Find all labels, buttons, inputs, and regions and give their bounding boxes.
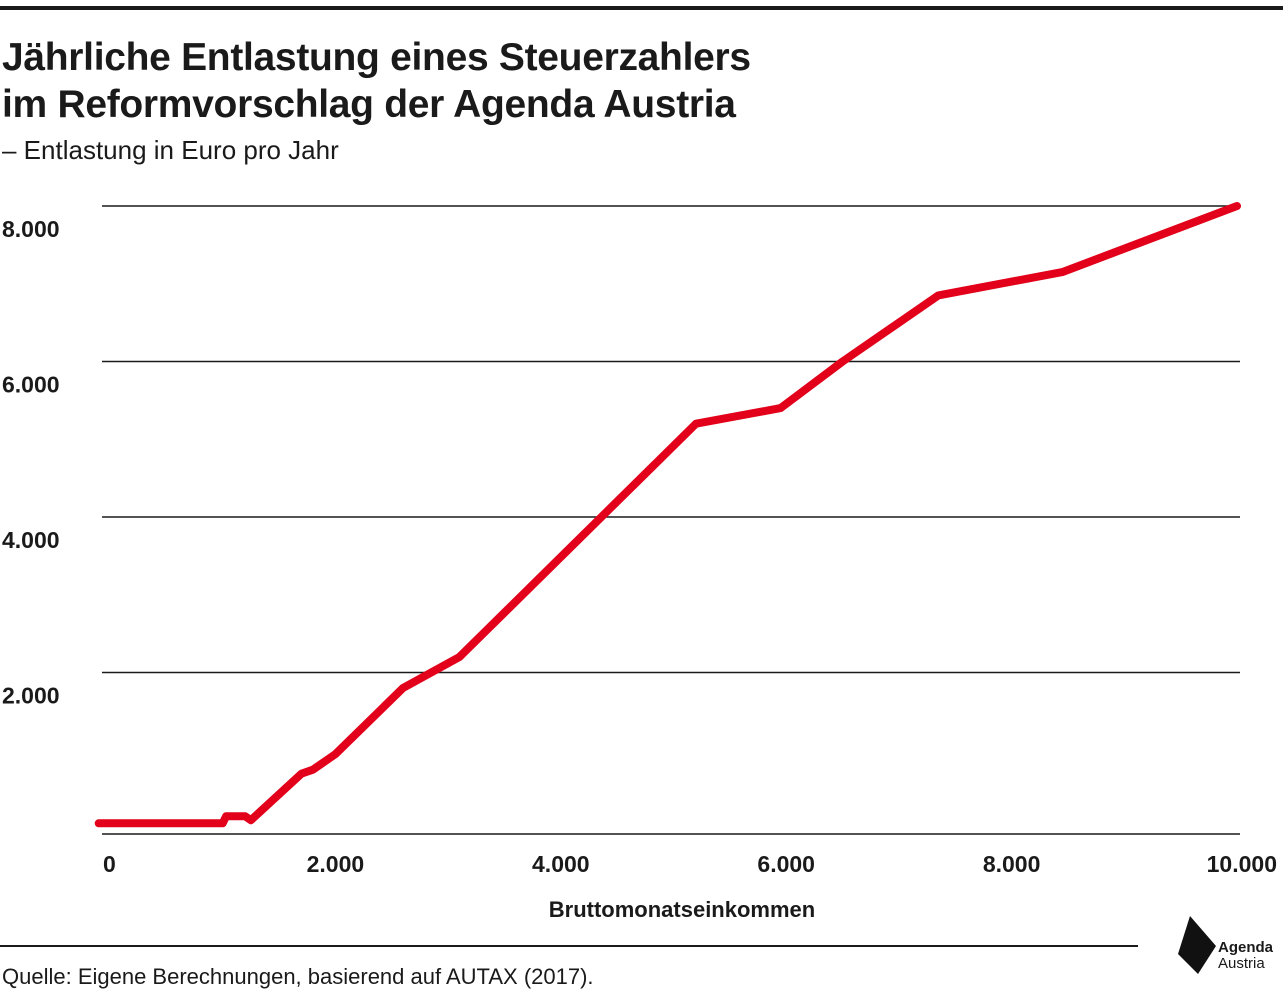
top-rule xyxy=(0,6,1283,10)
x-tick-label: 6.000 xyxy=(757,851,815,877)
logo-line-2: Austria xyxy=(1218,955,1265,972)
x-tick-label: 10.000 xyxy=(1207,851,1277,877)
logo-line-1: Agenda xyxy=(1218,939,1274,956)
logo-text: Agenda Austria xyxy=(1218,940,1273,972)
chart-subtitle: – Entlastung in Euro pro Jahr xyxy=(2,135,339,165)
y-tick-label: 8.000 xyxy=(2,216,60,242)
chart-title-line-2: im Reformvorschlag der Agenda Austria xyxy=(2,83,736,126)
x-axis-title: Bruttomonatseinkommen xyxy=(549,897,815,922)
x-tick-label: 0 xyxy=(103,851,116,877)
y-tick-label: 4.000 xyxy=(2,527,60,553)
line-chart: 2.000 4.000 6.000 8.000 0 2.000 4.000 6.000 8.00… xyxy=(2,202,1277,922)
x-tick-label: 8.000 xyxy=(983,851,1041,877)
bottom-rule xyxy=(0,945,1138,947)
agenda-austria-logo: Agenda Austria xyxy=(1178,914,1278,980)
y-tick-label: 6.000 xyxy=(2,372,60,398)
series-line xyxy=(94,202,1241,828)
logo-mark-icon xyxy=(1178,916,1216,974)
source-note: Quelle: Eigene Berechnungen, basierend a… xyxy=(2,964,594,989)
x-tick-label: 2.000 xyxy=(307,851,365,877)
y-tick-label: 2.000 xyxy=(2,683,60,709)
chart-title: Jährliche Entlastung eines Steuerzahlers… xyxy=(2,34,1002,128)
chart-title-line-1: Jährliche Entlastung eines Steuerzahlers xyxy=(2,36,751,79)
x-tick-label: 4.000 xyxy=(532,851,590,877)
